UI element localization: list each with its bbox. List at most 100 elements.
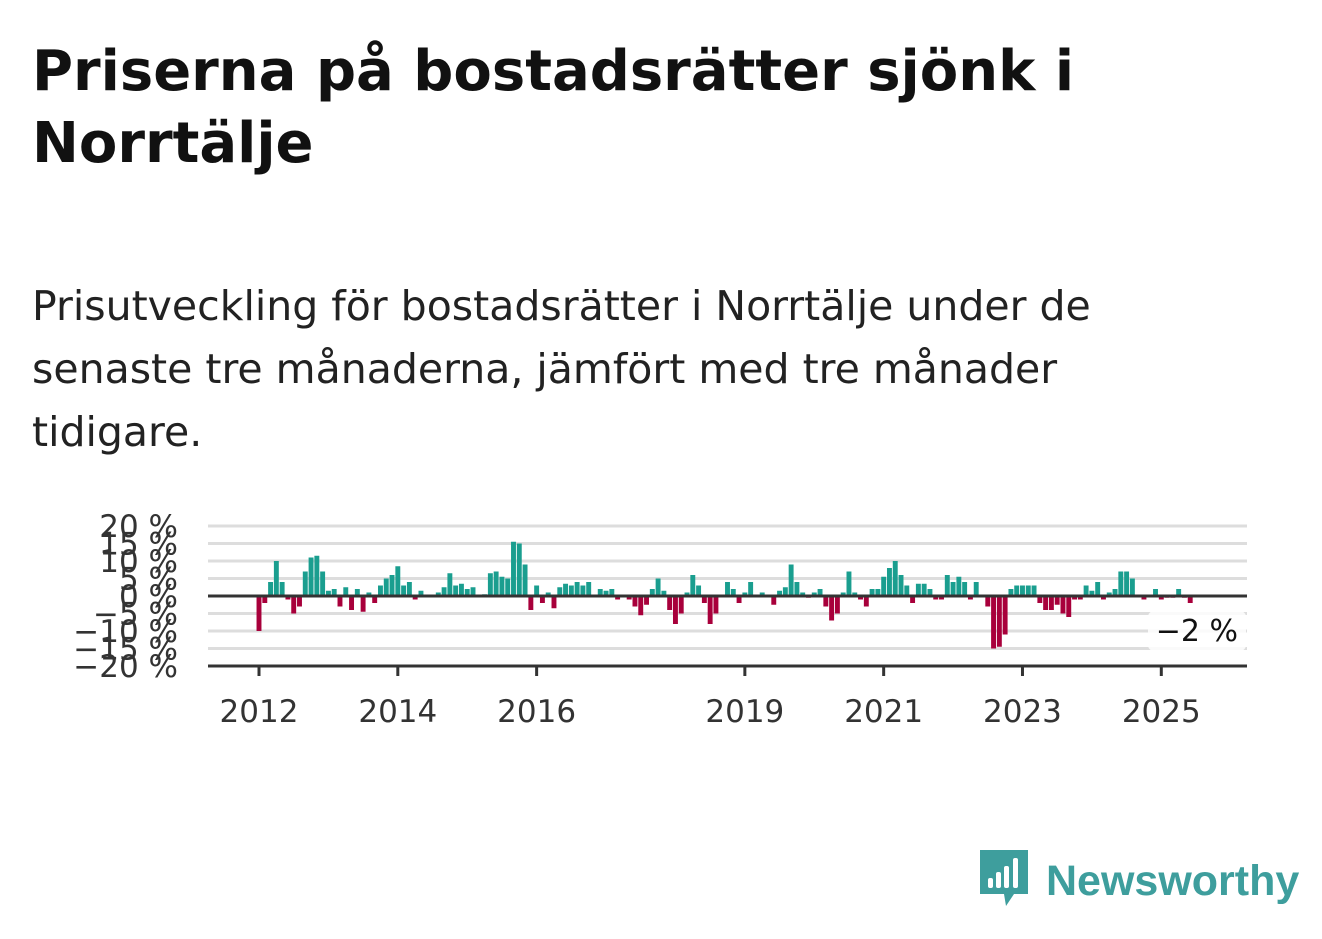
bar (759, 592, 765, 596)
bar (337, 596, 343, 607)
bar (314, 555, 320, 596)
bar (389, 575, 395, 596)
bar (320, 571, 326, 596)
bar (626, 596, 632, 600)
bar (927, 589, 933, 596)
bar (539, 596, 545, 603)
bar (794, 582, 800, 596)
bar (875, 589, 881, 596)
bar (667, 596, 673, 610)
bar (996, 596, 1002, 647)
bar (898, 575, 904, 596)
bar (834, 596, 840, 614)
bar (435, 592, 441, 596)
bar (782, 587, 788, 596)
bar (892, 561, 898, 596)
chart-subtitle: Prisutveckling för bostadsrätter i Norrt… (32, 282, 1091, 456)
brand-name: Newsworthy (1046, 856, 1300, 905)
x-tick-label: 2014 (358, 694, 437, 730)
bar (800, 592, 806, 596)
bar (985, 596, 991, 607)
bar (308, 557, 314, 596)
bar (615, 596, 621, 600)
bar (574, 582, 580, 596)
bar (748, 582, 754, 596)
bar (863, 596, 869, 607)
bar (962, 582, 968, 596)
bar (644, 596, 649, 605)
bar (464, 589, 470, 596)
bar (551, 596, 557, 609)
x-tick-label: 2012 (220, 694, 299, 730)
bar (1083, 585, 1089, 596)
y-tick-label: 0 % (119, 579, 178, 615)
bar (1095, 582, 1101, 596)
bar (1077, 596, 1083, 600)
y-tick-label: −10 % (73, 614, 178, 650)
bar (933, 596, 939, 600)
bar (268, 582, 274, 596)
bar (325, 590, 331, 596)
y-tick-label: −15 % (73, 632, 178, 668)
bar (910, 596, 916, 603)
bar (557, 587, 563, 596)
bar (967, 596, 973, 600)
bar (915, 583, 921, 596)
bar (672, 596, 678, 624)
bar (522, 564, 528, 596)
bar (1043, 596, 1049, 610)
bar (684, 592, 690, 596)
x-axis-tick-labels: 2012 2014 2016 2019 2021 2023 2025 (220, 694, 1201, 730)
bar (846, 571, 852, 596)
bar (742, 592, 748, 596)
bar (1129, 578, 1135, 596)
bar (1153, 589, 1158, 596)
bar (730, 589, 736, 596)
bar (632, 596, 638, 607)
bar (354, 589, 360, 596)
bar (921, 583, 927, 596)
bar (360, 596, 366, 612)
bar (406, 582, 412, 596)
bar (939, 596, 944, 600)
bar (973, 582, 979, 596)
bar (1008, 589, 1014, 596)
bar (528, 596, 534, 610)
axes (208, 594, 1247, 676)
bar (1060, 596, 1066, 614)
bar (840, 592, 846, 596)
bar (499, 576, 505, 596)
bar (511, 541, 516, 596)
last-label-background (1148, 611, 1246, 651)
bar (401, 585, 407, 596)
bar (412, 596, 418, 600)
bar (771, 596, 777, 605)
newsworthy-logo-icon (980, 850, 1028, 906)
bar (713, 596, 719, 614)
bar (493, 571, 499, 596)
bar (696, 585, 702, 596)
bar (1089, 590, 1095, 596)
bar (470, 587, 476, 596)
bar (534, 585, 540, 596)
bar (829, 596, 835, 621)
bar (858, 596, 863, 600)
bar (823, 596, 829, 607)
bar (817, 589, 823, 596)
bar (991, 596, 997, 649)
x-tick-label: 2016 (497, 694, 576, 730)
y-axis-tick-labels: 20 %15 %10 %5 %0 %−5 %−10 %−15 %−20 % (73, 509, 178, 685)
bar (661, 590, 667, 596)
bar (453, 585, 459, 596)
bar (331, 589, 337, 596)
bar (372, 596, 378, 603)
bar (349, 596, 355, 610)
bar (1176, 589, 1182, 596)
chart-title: Priserna på bostadsrätter sjönk i Norrtä… (32, 39, 1075, 176)
y-tick-label: 20 % (99, 509, 178, 545)
bar (597, 589, 603, 596)
grid-lines (208, 524, 1247, 650)
bar (788, 564, 794, 596)
bar (1037, 596, 1043, 603)
bar (678, 596, 684, 614)
